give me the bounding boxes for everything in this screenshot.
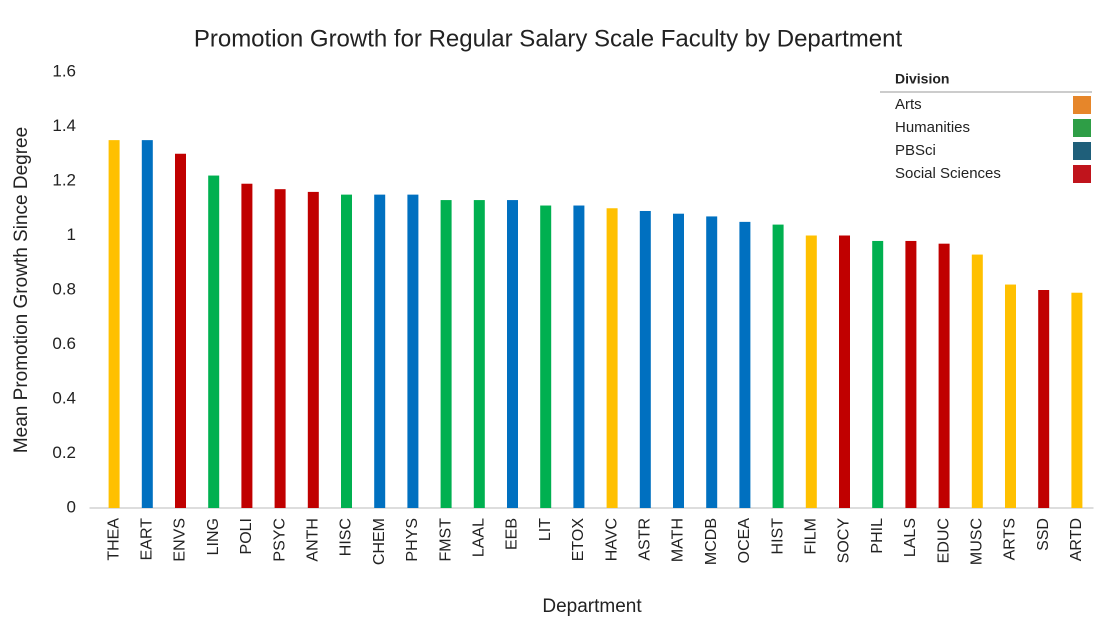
x-tick-label: HISC bbox=[338, 518, 355, 556]
bar bbox=[241, 183, 253, 508]
legend-label: PBSci bbox=[895, 142, 936, 159]
legend-swatch bbox=[1073, 96, 1091, 114]
x-tick-label: THEA bbox=[105, 518, 122, 561]
x-axis-title: Department bbox=[542, 596, 642, 617]
bar bbox=[573, 205, 585, 508]
bar bbox=[374, 194, 386, 508]
x-tick-label: FILM bbox=[803, 518, 820, 554]
legend: Division Arts Humanities PBSci Social Scien… bbox=[880, 70, 1092, 190]
y-tick-label: 0 bbox=[67, 497, 76, 516]
bar bbox=[540, 205, 552, 508]
x-tick-label: HAVC bbox=[603, 518, 620, 561]
y-tick-label: 1.4 bbox=[52, 116, 76, 135]
x-tick-label: ENVS bbox=[172, 518, 189, 562]
x-tick-label: ASTR bbox=[637, 518, 654, 561]
x-tick-label: ETOX bbox=[570, 518, 587, 562]
x-tick-label: MUSC bbox=[969, 518, 986, 565]
legend-swatch bbox=[1073, 119, 1091, 137]
bar bbox=[739, 221, 751, 508]
bar bbox=[673, 213, 684, 508]
bar bbox=[1005, 284, 1016, 508]
x-tick-label: HIST bbox=[769, 518, 786, 555]
bar bbox=[141, 140, 153, 508]
bar bbox=[839, 235, 850, 508]
x-tick-label: EEB bbox=[504, 518, 521, 550]
x-tick-label: LALS bbox=[902, 518, 919, 557]
bar bbox=[307, 191, 319, 508]
bar bbox=[473, 200, 485, 508]
bar bbox=[1038, 290, 1050, 508]
x-tick-label: ANTH bbox=[305, 518, 322, 562]
x-tick-label: ARTD bbox=[1068, 518, 1085, 561]
x-tick-label: MCDB bbox=[703, 518, 720, 565]
y-tick-label: 1.2 bbox=[52, 170, 76, 189]
bar bbox=[341, 194, 352, 508]
x-tick-label: LIT bbox=[537, 518, 554, 541]
x-tick-label: LING bbox=[205, 518, 222, 555]
x-tick-label: ARTS bbox=[1002, 518, 1019, 560]
y-tick-label: 0.4 bbox=[52, 388, 76, 407]
bar bbox=[971, 254, 983, 508]
y-tick-label: 1 bbox=[67, 225, 76, 244]
x-tick-label: OCEA bbox=[736, 518, 753, 564]
bar bbox=[175, 153, 186, 508]
x-tick-label: SOCY bbox=[836, 518, 853, 564]
bar bbox=[407, 194, 419, 508]
x-tick-label: SSD bbox=[1035, 518, 1052, 551]
bar bbox=[606, 208, 618, 508]
x-tick-label: PHIL bbox=[869, 518, 886, 554]
legend-label: Humanities bbox=[895, 119, 970, 136]
bar bbox=[805, 235, 817, 508]
legend-box bbox=[880, 70, 1092, 190]
chart-title: Promotion Growth for Regular Salary Scal… bbox=[194, 25, 903, 52]
y-tick-label: 0.6 bbox=[52, 334, 76, 353]
bar bbox=[639, 210, 651, 508]
x-tick-label: EDUC bbox=[935, 518, 952, 563]
bar bbox=[440, 200, 452, 508]
bar bbox=[108, 140, 120, 508]
bar bbox=[208, 175, 220, 509]
legend-label: Arts bbox=[895, 96, 922, 113]
y-axis-title: Mean Promotion Growth Since Degree bbox=[11, 127, 32, 453]
x-tick-label: POLI bbox=[238, 518, 255, 554]
legend-swatch bbox=[1073, 142, 1091, 160]
x-tick-label: MATH bbox=[670, 518, 687, 562]
x-tick-label: FMST bbox=[437, 518, 454, 562]
bar bbox=[706, 216, 718, 509]
x-tick-label: PHYS bbox=[404, 518, 421, 562]
bar bbox=[274, 189, 286, 509]
y-tick-label: 1.6 bbox=[52, 61, 76, 80]
bar bbox=[872, 240, 884, 508]
x-tick-label: CHEM bbox=[371, 518, 388, 565]
legend-label: Social Sciences bbox=[895, 165, 1001, 182]
legend-title: Division bbox=[895, 71, 949, 87]
x-tick-label: LAAL bbox=[471, 518, 488, 557]
bar bbox=[1071, 292, 1083, 508]
y-tick-label: 0.2 bbox=[52, 443, 76, 462]
legend-swatch bbox=[1073, 165, 1091, 183]
x-tick-label: EART bbox=[139, 518, 156, 561]
y-tick-label: 0.8 bbox=[52, 279, 76, 298]
bar bbox=[507, 200, 518, 508]
bar bbox=[772, 224, 784, 508]
x-tick-label: PSYC bbox=[271, 518, 288, 562]
bar bbox=[938, 243, 950, 509]
bar bbox=[905, 240, 917, 508]
